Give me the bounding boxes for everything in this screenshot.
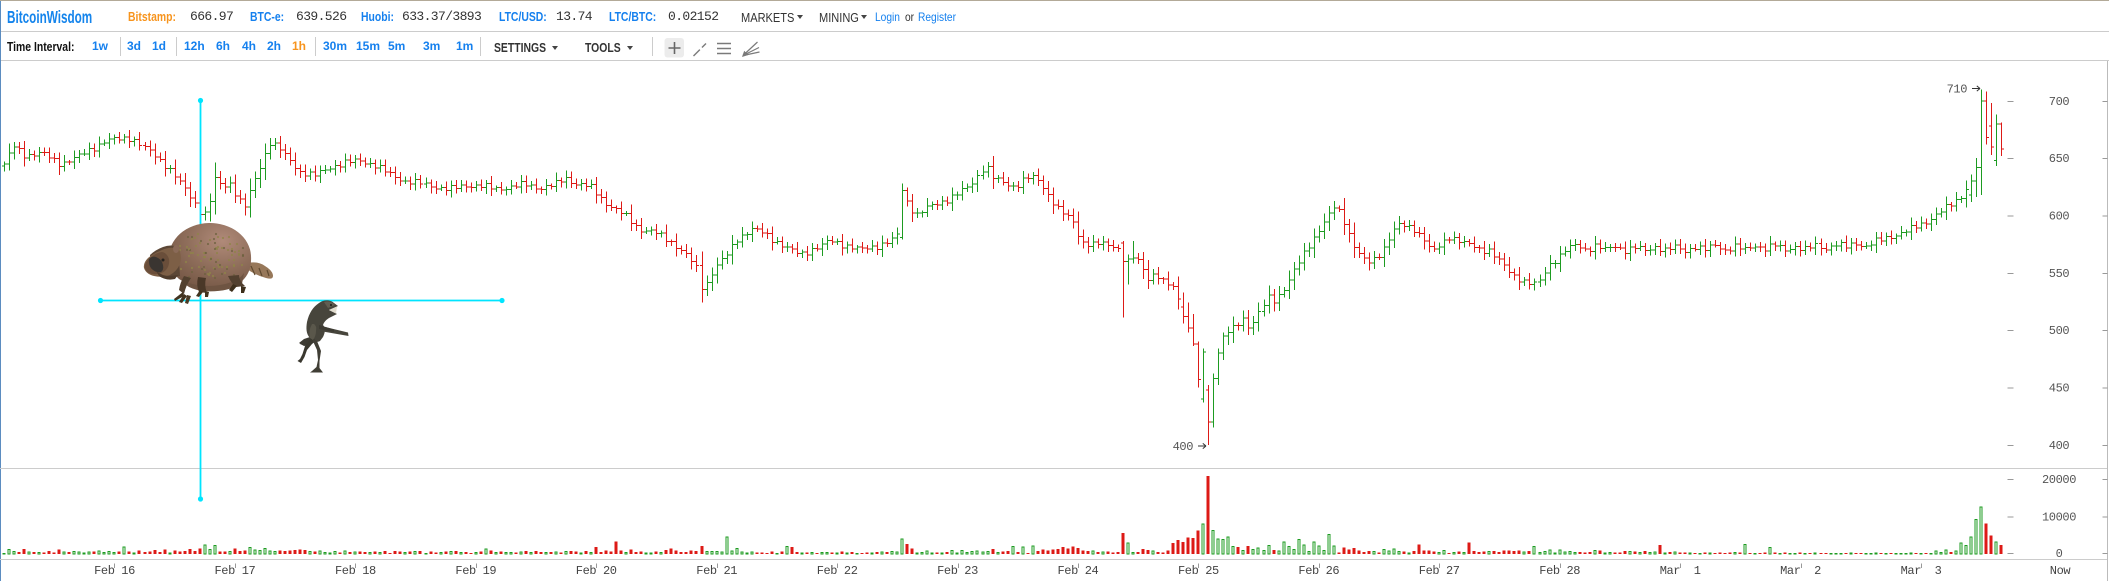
svg-text:Feb 25: Feb 25 (1178, 564, 1219, 578)
svg-text:550: 550 (2049, 267, 2070, 281)
svg-text:0: 0 (2056, 547, 2063, 561)
svg-text:Mar 1: Mar 1 (1660, 564, 1701, 578)
svg-text:400: 400 (1173, 440, 1194, 454)
svg-text:600: 600 (2049, 210, 2070, 224)
svg-text:Feb 18: Feb 18 (335, 564, 376, 578)
svg-text:Now: Now (2050, 564, 2072, 578)
svg-text:Feb 27: Feb 27 (1419, 564, 1460, 578)
svg-text:Feb 22: Feb 22 (817, 564, 858, 578)
svg-text:Feb 16: Feb 16 (94, 564, 135, 578)
svg-text:450: 450 (2049, 382, 2070, 396)
svg-text:Mar 3: Mar 3 (1901, 564, 1942, 578)
svg-text:400: 400 (2049, 439, 2070, 453)
svg-text:Feb 20: Feb 20 (576, 564, 617, 578)
svg-text:Feb 19: Feb 19 (455, 564, 496, 578)
svg-text:Feb 24: Feb 24 (1057, 564, 1098, 578)
svg-text:10000: 10000 (2042, 511, 2076, 525)
svg-text:Mar 2: Mar 2 (1780, 564, 1821, 578)
svg-text:500: 500 (2049, 324, 2070, 338)
svg-text:Feb 26: Feb 26 (1298, 564, 1339, 578)
svg-text:Feb 21: Feb 21 (696, 564, 737, 578)
svg-text:Feb 17: Feb 17 (214, 564, 255, 578)
svg-text:20000: 20000 (2042, 473, 2076, 487)
svg-text:Feb 28: Feb 28 (1539, 564, 1580, 578)
svg-text:Feb 23: Feb 23 (937, 564, 978, 578)
svg-text:700: 700 (2049, 95, 2070, 109)
svg-text:650: 650 (2049, 152, 2070, 166)
svg-text:710: 710 (1947, 83, 1968, 97)
